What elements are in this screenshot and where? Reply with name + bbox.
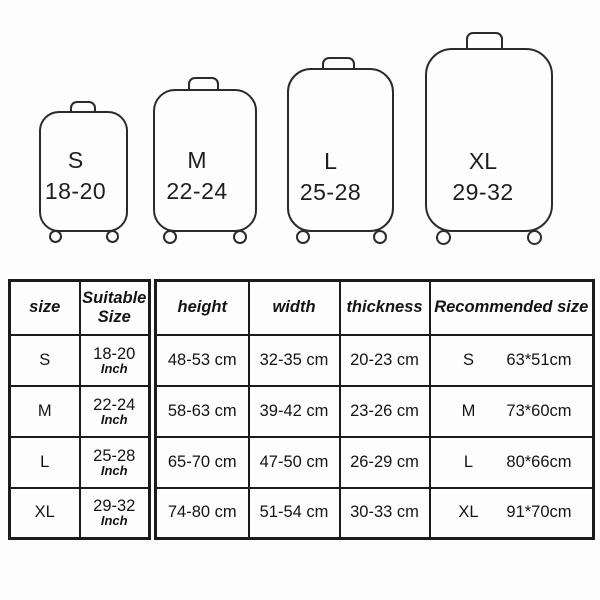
suitable-range: 18-20 bbox=[93, 344, 136, 363]
suitcase-size-letter: L bbox=[324, 148, 337, 174]
suitcase-body-icon bbox=[287, 68, 394, 232]
suitcase-size-letter: XL bbox=[468, 148, 498, 174]
suitcase-size-range: 25-28 bbox=[299, 179, 362, 205]
cell-thickness: 23-26 cm bbox=[338, 384, 431, 438]
cell-width: 39-42 cm bbox=[247, 384, 341, 438]
suitcase-label: S 18-20 bbox=[31, 145, 120, 207]
suitcase-body-icon bbox=[39, 111, 128, 232]
cell-height: 74-80 cm bbox=[154, 486, 250, 540]
cell-width: 32-35 cm bbox=[247, 333, 341, 387]
suitcase-body-icon bbox=[153, 89, 257, 232]
table-row: 65-70 cm 47-50 cm 26-29 cm L 80*66cm bbox=[154, 435, 595, 489]
recommended-size-dimensions: 63*51cm bbox=[506, 350, 572, 369]
cell-height: 48-53 cm bbox=[154, 333, 250, 387]
suitcase-wheel-icon bbox=[373, 230, 387, 244]
cell-thickness: 20-23 cm bbox=[338, 333, 431, 387]
cell-size: XL bbox=[8, 486, 81, 540]
suitable-unit: Inch bbox=[100, 360, 128, 376]
suitcase-size-range: 22-24 bbox=[166, 178, 228, 204]
suitcase-label: XL 29-32 bbox=[419, 146, 547, 208]
suitable-range: 29-32 bbox=[93, 497, 136, 516]
suitable-unit: Inch bbox=[100, 513, 128, 529]
suitcase-handle-icon bbox=[188, 77, 219, 91]
recommended-size-letter: M bbox=[461, 401, 476, 420]
suitable-unit: Inch bbox=[100, 411, 128, 427]
suitcase-handle-icon bbox=[322, 57, 355, 70]
recommended-size-letter: S bbox=[462, 350, 474, 369]
suitcase-size-range: 29-32 bbox=[452, 179, 514, 205]
dimensions-table: height width thickness Recommended size … bbox=[154, 279, 595, 540]
recommended-size-dimensions: 73*60cm bbox=[506, 401, 572, 420]
column-header-width: width bbox=[247, 279, 341, 336]
table-row: 48-53 cm 32-35 cm 20-23 cm S 63*51cm bbox=[154, 333, 595, 387]
suitable-unit: Inch bbox=[100, 462, 128, 478]
cell-thickness: 30-33 cm bbox=[338, 486, 431, 540]
suitcase-handle-icon bbox=[466, 32, 503, 50]
suitable-range: 25-28 bbox=[93, 446, 136, 465]
suitable-size-table: size Suitable Size S 18-20 Inch M 22-24 … bbox=[8, 279, 151, 540]
suitcase-wheel-icon bbox=[436, 230, 451, 245]
cell-height: 65-70 cm bbox=[154, 435, 250, 489]
table-row: M 22-24 Inch bbox=[8, 384, 151, 438]
table-row: L 25-28 Inch bbox=[8, 435, 151, 489]
recommended-size-letter: XL bbox=[458, 503, 479, 522]
suitcase-size-range: 18-20 bbox=[44, 178, 107, 204]
cell-suitable-size: 18-20 Inch bbox=[78, 333, 151, 387]
suitcase-label: L 25-28 bbox=[277, 146, 384, 208]
cell-suitable-size: 25-28 Inch bbox=[78, 435, 151, 489]
cell-size: M bbox=[8, 384, 81, 438]
suitcase-wheel-icon bbox=[527, 230, 542, 245]
column-header-height: height bbox=[154, 279, 250, 336]
column-header-suitable-size: Suitable Size bbox=[78, 279, 151, 336]
suitcase-label: M 22-24 bbox=[145, 145, 249, 207]
cell-width: 51-54 cm bbox=[247, 486, 341, 540]
cell-recommended-size: L 80*66cm bbox=[428, 435, 595, 489]
cell-height: 58-63 cm bbox=[154, 384, 250, 438]
suitable-range: 22-24 bbox=[93, 395, 136, 414]
suitcase-body-icon bbox=[425, 48, 553, 232]
table-row: S 18-20 Inch bbox=[8, 333, 151, 387]
column-header-thickness: thickness bbox=[338, 279, 431, 336]
cell-suitable-size: 29-32 Inch bbox=[78, 486, 151, 540]
suitcase-size-letter: M bbox=[187, 147, 207, 173]
suitcase-size-letter: S bbox=[67, 147, 84, 173]
suitcase-wheel-icon bbox=[233, 230, 247, 244]
cell-size: S bbox=[8, 333, 81, 387]
recommended-size-dimensions: 91*70cm bbox=[506, 503, 572, 522]
suitcase-wheel-icon bbox=[296, 230, 310, 244]
suitcase-wheel-icon bbox=[163, 230, 177, 244]
cell-recommended-size: M 73*60cm bbox=[428, 384, 595, 438]
suitcase-handle-icon bbox=[70, 101, 96, 114]
table-header-row: height width thickness Recommended size bbox=[154, 279, 595, 336]
cell-recommended-size: S 63*51cm bbox=[428, 333, 595, 387]
cell-thickness: 26-29 cm bbox=[338, 435, 431, 489]
recommended-size-letter: L bbox=[463, 452, 474, 471]
column-header-recommended-size: Recommended size bbox=[428, 279, 595, 336]
table-row: XL 29-32 Inch bbox=[8, 486, 151, 540]
column-header-size: size bbox=[8, 279, 81, 336]
recommended-size-dimensions: 80*66cm bbox=[506, 452, 572, 471]
cell-suitable-size: 22-24 Inch bbox=[78, 384, 151, 438]
cell-width: 47-50 cm bbox=[247, 435, 341, 489]
table-row: 58-63 cm 39-42 cm 23-26 cm M 73*60cm bbox=[154, 384, 595, 438]
table-row: 74-80 cm 51-54 cm 30-33 cm XL 91*70cm bbox=[154, 486, 595, 540]
cell-size: L bbox=[8, 435, 81, 489]
table-header-row: size Suitable Size bbox=[8, 279, 151, 336]
cell-recommended-size: XL 91*70cm bbox=[428, 486, 595, 540]
